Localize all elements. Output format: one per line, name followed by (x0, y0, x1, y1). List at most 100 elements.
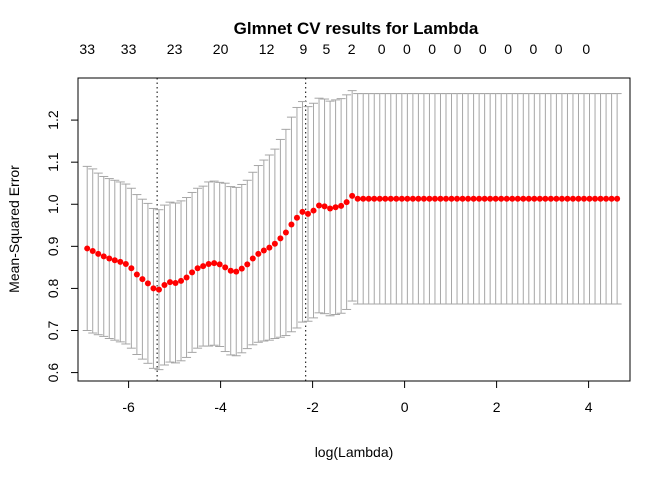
top-axis-count-label: 0 (582, 41, 590, 57)
mse-point (282, 229, 289, 236)
mse-point (581, 195, 587, 202)
mse-point (249, 255, 256, 262)
mse-point (487, 195, 494, 202)
y-tick-label: 0.9 (45, 236, 61, 256)
mse-point (288, 221, 295, 228)
mse-point (310, 207, 317, 214)
mse-point (431, 195, 438, 202)
mse-point (514, 195, 521, 202)
mse-point (139, 276, 146, 283)
mse-point (376, 195, 383, 202)
chart-title: Glmnet CV results for Lambda (234, 19, 479, 38)
y-axis: 0.6 0.7 0.8 0.9 1.0 1.1 1.2 (45, 110, 79, 383)
mse-point (172, 279, 179, 286)
mse-point (558, 195, 565, 202)
mse-point (144, 280, 151, 287)
y-axis-label: Mean-Squared Error (6, 165, 22, 293)
mse-point (542, 195, 549, 202)
mse-point (277, 235, 284, 242)
mse-point (520, 195, 527, 202)
mse-point (227, 267, 234, 274)
y-tick-label: 1.0 (45, 194, 61, 214)
mse-point (128, 265, 135, 272)
x-axis: -6 -4 -2 0 2 4 (122, 380, 593, 415)
mse-point (393, 195, 400, 202)
mse-point (321, 203, 328, 210)
x-tick-label: 4 (585, 399, 593, 415)
mse-point (299, 208, 306, 215)
mse-point (316, 202, 323, 209)
mse-point (476, 195, 483, 202)
mse-point (531, 195, 538, 202)
error-bars (82, 90, 622, 371)
mse-point (503, 195, 510, 202)
mse-point (117, 258, 124, 265)
mse-point (509, 195, 516, 202)
mse-point (409, 195, 416, 202)
plot-frame (77, 77, 631, 382)
y-tick-label: 1.1 (45, 152, 61, 172)
top-axis-count-label: 0 (479, 41, 487, 57)
mse-point (382, 195, 389, 202)
mse-point (614, 195, 621, 202)
mse-point (183, 274, 190, 281)
mse-point (161, 282, 168, 289)
y-tick-label: 0.6 (45, 363, 61, 383)
mse-point (211, 260, 218, 267)
mse-point (189, 269, 196, 276)
mse-point (459, 195, 466, 202)
mse-point (371, 195, 378, 202)
mse-point (547, 195, 554, 202)
mse-point (481, 195, 488, 202)
mse-point (95, 250, 102, 257)
mse-point (327, 205, 334, 212)
mse-point (200, 263, 207, 270)
mse-point (293, 214, 300, 221)
mse-point (338, 202, 345, 209)
mse-point (360, 195, 367, 202)
mse-point (525, 195, 532, 202)
x-tick-label: 2 (493, 399, 501, 415)
mse-point (167, 279, 173, 286)
y-tick-label: 0.7 (45, 321, 61, 341)
mse-point (244, 261, 251, 268)
mse-point (365, 195, 372, 202)
mse-point (106, 255, 113, 262)
mse-point (332, 204, 339, 211)
mse-point (454, 195, 461, 202)
mse-point (498, 195, 505, 202)
mse-point (603, 195, 610, 202)
x-tick-label: -6 (122, 399, 135, 415)
x-tick-label: -2 (306, 399, 319, 415)
mse-point (470, 195, 477, 202)
reference-lines (156, 78, 307, 381)
mse-point (305, 210, 311, 217)
mse-point (597, 195, 604, 202)
mse-point (575, 195, 582, 202)
mse-point (89, 247, 96, 254)
top-axis-count-label: 33 (121, 41, 137, 57)
top-axis-count-label: 0 (555, 41, 563, 57)
mse-point (84, 245, 91, 252)
y-tick-label: 1.2 (45, 110, 61, 130)
mse-point (354, 195, 361, 202)
mse-point (592, 195, 599, 202)
top-axis-count-label: 23 (167, 41, 183, 57)
top-axis-count-label: 5 (323, 41, 331, 57)
mse-point (415, 195, 422, 202)
mse-point (443, 195, 449, 202)
mse-point (194, 265, 201, 272)
mse-point (205, 261, 212, 268)
mse-point (216, 261, 223, 268)
top-axis-count-label: 12 (259, 41, 275, 57)
mse-point (387, 195, 394, 202)
mse-point (465, 195, 472, 202)
mse-point (343, 199, 350, 206)
top-axis-count-label: 0 (454, 41, 462, 57)
mse-point (404, 195, 411, 202)
mse-point (155, 286, 162, 293)
top-axis-count-label: 0 (504, 41, 512, 57)
mse-point (122, 261, 129, 268)
data-points (84, 192, 621, 293)
